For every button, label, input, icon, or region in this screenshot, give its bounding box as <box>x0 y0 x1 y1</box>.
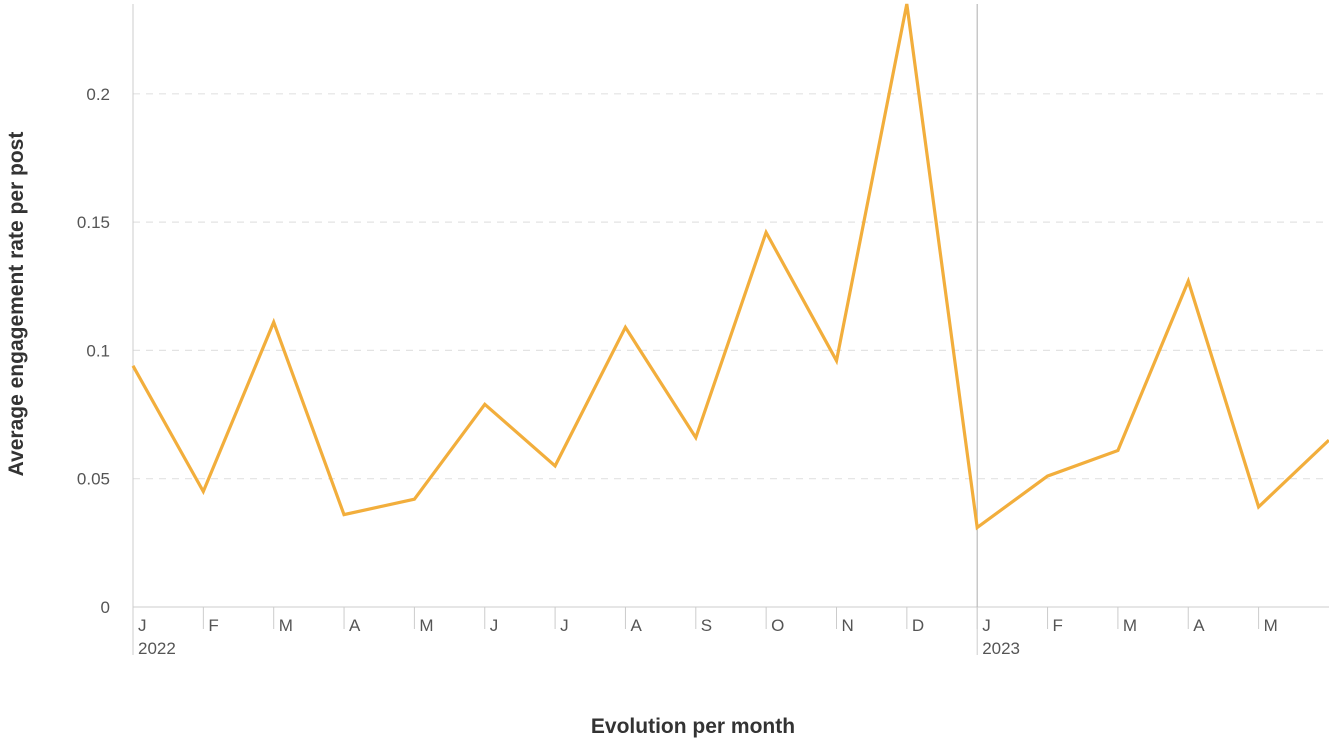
x-tick-label: F <box>1053 616 1063 635</box>
series-layer <box>131 3 1329 531</box>
y-tick-label: 0.05 <box>77 470 110 489</box>
x-tick-label: A <box>1193 616 1205 635</box>
year-label: 2023 <box>982 639 1020 658</box>
x-tick-label: M <box>419 616 433 635</box>
x-tick-label: O <box>771 616 784 635</box>
x-tick-labels: J F M A M J J A S O N D J F M A M 2022 2023 <box>138 616 1278 658</box>
y-tick-label: 0.1 <box>86 341 110 360</box>
x-tick-label: A <box>349 616 361 635</box>
grid-lines <box>133 93 1329 480</box>
x-tick-label: J <box>560 616 569 635</box>
x-axis-title: Evolution per month <box>591 715 795 738</box>
x-tick-label: F <box>208 616 218 635</box>
y-tick-label: 0 <box>101 598 110 617</box>
series-line <box>131 3 1329 531</box>
x-tick-label: S <box>701 616 712 635</box>
year-label: 2022 <box>138 639 176 658</box>
y-tick-labels: 0 0.05 0.1 0.15 0.2 <box>77 85 110 617</box>
y-tick-label: 0.2 <box>86 85 110 104</box>
axes <box>132 4 1329 655</box>
x-tick-label: M <box>1123 616 1137 635</box>
x-tick-label: D <box>912 616 924 635</box>
x-tick-label: A <box>630 616 642 635</box>
y-axis-title: Average engagement rate per post <box>5 132 28 477</box>
x-tick-label: M <box>1264 616 1278 635</box>
x-tick-label: J <box>982 616 991 635</box>
x-tick-label: M <box>279 616 293 635</box>
y-tick-label: 0.15 <box>77 213 110 232</box>
x-tick-label: J <box>490 616 499 635</box>
x-tick-label: N <box>842 616 854 635</box>
x-tick-label: J <box>138 616 147 635</box>
